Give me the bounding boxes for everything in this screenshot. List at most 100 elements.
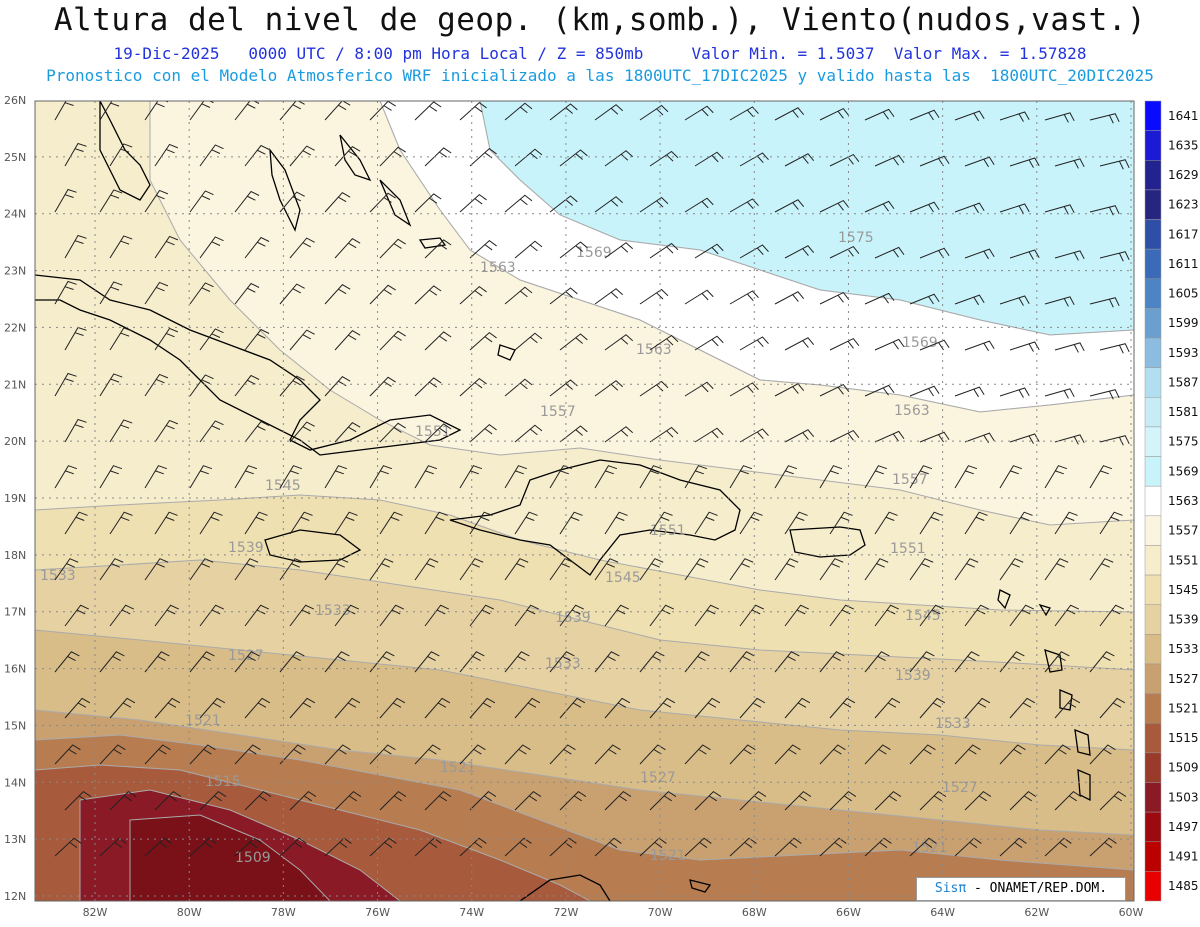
svg-text:1527: 1527 [942, 780, 978, 796]
wind-barb [594, 744, 621, 765]
wind-barb [279, 837, 307, 857]
wind-barb [1099, 251, 1130, 262]
wind-barb [604, 334, 634, 351]
svg-text:1533: 1533 [545, 656, 581, 672]
wind-barb [819, 558, 844, 581]
wind-barb [1054, 342, 1085, 353]
wind-barb [909, 293, 940, 305]
wind-barb [594, 465, 618, 489]
colorbar-label: 1485 [1168, 879, 1199, 893]
wind-barb [469, 697, 496, 719]
wind-barb [784, 790, 812, 811]
filled-contours: 1509 1515 1521 1521 1521 1521 1527 1527 … [35, 101, 1134, 901]
wind-barb [1044, 744, 1071, 765]
wind-barb [964, 248, 995, 260]
lon-label: 70W [648, 906, 673, 919]
wind-barb [784, 697, 811, 719]
colorbar-swatch [1144, 367, 1162, 398]
wind-barb [379, 697, 406, 719]
wind-barb [604, 242, 634, 259]
lat-label: 26N [4, 94, 26, 107]
wind-barb [1099, 604, 1125, 627]
colorbar-label: 1629 [1168, 168, 1199, 182]
wind-barb [1009, 790, 1037, 811]
wind-barb [639, 558, 664, 581]
wind-barb [649, 790, 677, 811]
wind-barb [954, 386, 985, 398]
colorbar-swatch [1144, 189, 1162, 220]
wind-barb [189, 190, 214, 213]
contour-labels: 1509 1515 1521 1521 1521 1521 1527 1527 … [40, 230, 978, 866]
colorbar-swatch [1144, 130, 1162, 161]
wind-barb [1054, 790, 1082, 811]
wind-barb [469, 790, 497, 811]
wind-barb [514, 697, 541, 719]
wind-barb [874, 338, 905, 351]
wind-barb [784, 153, 815, 167]
wind-barb [1054, 697, 1081, 719]
wind-barb [99, 101, 123, 121]
wind-barb [459, 193, 487, 213]
wind-barb [459, 377, 487, 397]
colorbar-label: 1611 [1168, 257, 1199, 271]
wind-barb [1009, 433, 1040, 444]
wind-barb [739, 336, 769, 351]
svg-text:1521: 1521 [440, 760, 476, 776]
colorbar-swatch [1144, 782, 1162, 813]
colorbar-swatch [1144, 574, 1162, 605]
wind-barb [244, 790, 272, 811]
wind-barb [1089, 837, 1117, 857]
wind-barb [954, 837, 982, 857]
wind-barb [54, 372, 77, 397]
wind-barb [739, 790, 767, 811]
wind-barb [684, 744, 711, 765]
colorbar-label: 1515 [1168, 731, 1199, 745]
wind-barb [244, 236, 270, 259]
wind-barb [414, 558, 439, 581]
wind-barb [1089, 744, 1116, 765]
wind-barb [324, 558, 349, 581]
wind-barb [289, 511, 313, 535]
wind-barb [549, 195, 578, 213]
wind-barb [1099, 697, 1126, 719]
lat-label: 21N [4, 378, 26, 391]
wind-barb [379, 511, 403, 535]
wind-barb [604, 511, 628, 535]
wind-barb [189, 837, 217, 857]
wind-barb [244, 144, 270, 167]
wind-barb [369, 376, 396, 397]
wind-barb [369, 192, 396, 213]
wind-barb [279, 465, 303, 489]
wind-barb [144, 373, 169, 397]
colorbar-swatch [1144, 604, 1162, 635]
wind-barb [954, 294, 985, 306]
wind-barb [424, 147, 452, 167]
wind-barb [559, 511, 583, 535]
wind-barb [864, 384, 895, 397]
wind-barb [279, 101, 305, 121]
wind-barb [54, 188, 77, 213]
wind-barb [864, 465, 888, 489]
wind-barb [784, 511, 808, 535]
wind-barb [279, 283, 305, 305]
wind-barb [864, 837, 892, 857]
wind-barb [954, 202, 985, 214]
wind-barb [874, 511, 898, 535]
svg-text:1551: 1551 [650, 523, 686, 539]
wind-barb [199, 697, 226, 719]
wind-barb [154, 790, 182, 811]
wind-barb [324, 284, 351, 305]
wind-barb [514, 604, 540, 627]
wind-barb [234, 190, 260, 213]
wind-barb [999, 651, 1025, 673]
svg-text:1557: 1557 [892, 472, 928, 488]
wind-barb [819, 651, 845, 673]
wind-barb [514, 240, 543, 259]
wind-barb [1044, 558, 1069, 581]
svg-text:1539: 1539 [555, 610, 591, 626]
wind-barb [459, 651, 485, 673]
wind-barb [369, 465, 393, 489]
wind-barb [829, 697, 856, 719]
lon-label: 82W [83, 906, 108, 919]
wind-barb [1044, 651, 1070, 673]
